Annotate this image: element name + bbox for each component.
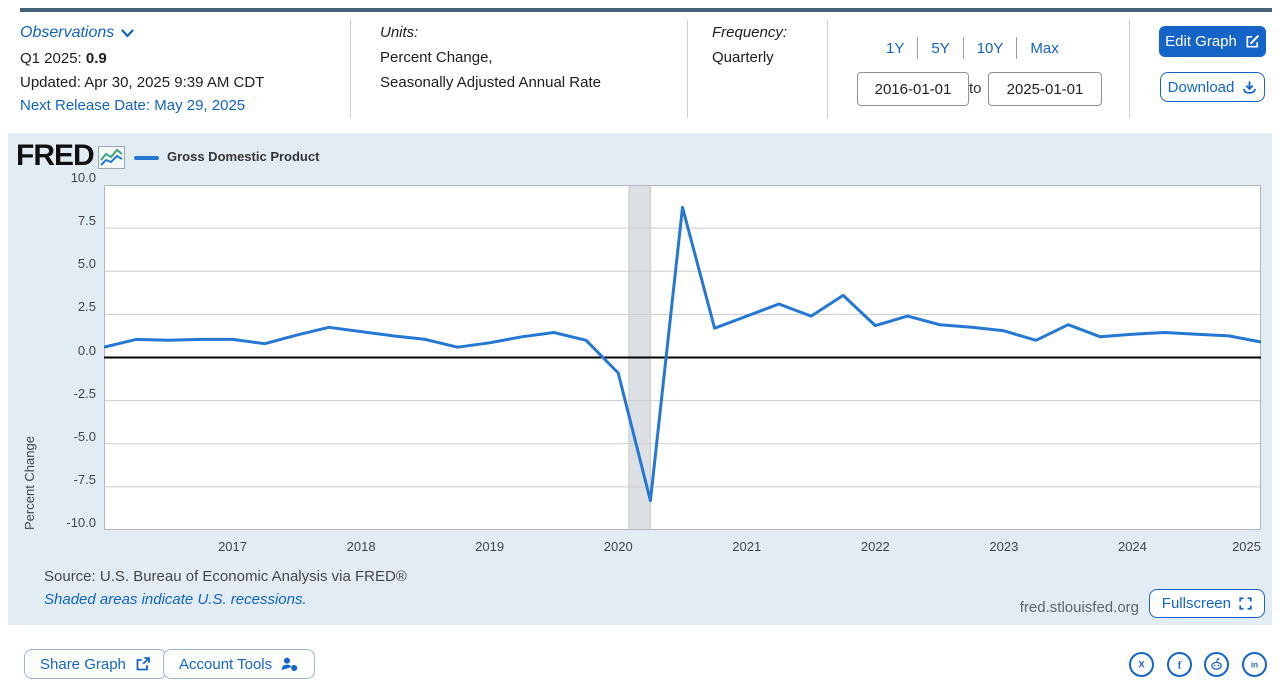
site-watermark: fred.stlouisfed.org: [1019, 599, 1139, 616]
plot-svg[interactable]: [104, 185, 1261, 530]
header-divider: [1129, 20, 1130, 118]
linkedin-icon[interactable]: in: [1242, 652, 1267, 677]
recession-note-link[interactable]: Shaded areas indicate U.S. recessions.: [44, 591, 307, 608]
x-tick-label: 2017: [218, 539, 247, 554]
range-max[interactable]: Max: [1030, 39, 1059, 57]
range-separator: [917, 37, 919, 59]
y-tick-label: -10.0: [66, 515, 96, 530]
download-icon: [1242, 80, 1257, 95]
y-tick-label: 10.0: [70, 170, 96, 185]
range-separator: [962, 37, 964, 59]
x-tick-label: 2024: [1117, 539, 1147, 554]
y-tick-label: 7.5: [77, 213, 96, 229]
frequency-value: Quarterly: [712, 49, 774, 66]
facebook-icon[interactable]: f: [1167, 652, 1192, 677]
header-divider: [687, 20, 688, 118]
edit-graph-button[interactable]: Edit Graph: [1159, 26, 1266, 57]
observations-dropdown[interactable]: Observations: [20, 24, 134, 42]
x-tick-label: 2018: [346, 539, 376, 554]
edit-graph-label: Edit Graph: [1165, 33, 1237, 50]
reddit-icon[interactable]: [1204, 652, 1229, 677]
fullscreen-label: Fullscreen: [1161, 595, 1231, 612]
header-divider: [827, 20, 828, 118]
account-tools-button[interactable]: Account Tools: [163, 649, 316, 679]
latest-observation-value: 0.9: [85, 50, 107, 67]
range-10y[interactable]: 10Y: [976, 39, 1004, 57]
download-button[interactable]: Download: [1160, 72, 1265, 102]
share-graph-button[interactable]: Share Graph: [24, 649, 167, 679]
x-twitter-icon[interactable]: X: [1129, 652, 1154, 677]
range-5y[interactable]: 5Y: [931, 39, 950, 57]
header-divider: [350, 20, 351, 118]
source-text: Source: U.S. Bureau of Economic Analysis…: [44, 568, 407, 585]
chevron-down-icon: [121, 28, 134, 38]
x-tick-label: 2025: [1232, 539, 1261, 554]
latest-observation: Q1 2025: 0.9: [20, 50, 107, 67]
svg-text:in: in: [1251, 660, 1258, 669]
account-tools-label: Account Tools: [179, 655, 273, 673]
legend-line-sample: [134, 156, 159, 160]
top-accent-line: [20, 8, 1272, 12]
date-to-label: to: [969, 80, 982, 97]
frequency-label: Frequency:: [712, 24, 788, 41]
x-tick-label: 2019: [475, 539, 505, 554]
y-tick-label: -5.0: [73, 428, 96, 444]
download-label: Download: [1167, 78, 1235, 96]
range-selector: 1Y 5Y 10Y Max: [886, 36, 1059, 60]
edit-icon: [1245, 34, 1260, 49]
latest-observation-label: Q1 2025:: [20, 50, 82, 67]
y-tick-label: -7.5: [73, 471, 96, 487]
fullscreen-icon: [1239, 597, 1252, 610]
units-line1: Percent Change,: [380, 49, 493, 66]
x-tick-label: 2020: [603, 539, 633, 554]
graph-panel: FRED Gross Domestic Product Percent Chan…: [8, 133, 1272, 625]
fred-logo: FRED: [16, 139, 95, 172]
date-from-input[interactable]: [857, 72, 969, 106]
observations-label: Observations: [20, 24, 115, 41]
share-icon: [135, 656, 151, 672]
range-separator: [1016, 37, 1018, 59]
y-tick-label: 0.0: [77, 342, 96, 358]
x-tick-label: 2022: [860, 539, 890, 554]
svg-text:f: f: [1178, 660, 1182, 671]
svg-text:X: X: [1138, 660, 1145, 670]
x-tick-label: 2023: [989, 539, 1019, 554]
share-graph-label: Share Graph: [40, 655, 126, 673]
y-tick-label: -2.5: [73, 385, 96, 401]
legend-series-label: Gross Domestic Product: [167, 149, 320, 164]
units-line2: Seasonally Adjusted Annual Rate: [380, 74, 601, 91]
x-tick-label: 2021: [732, 539, 762, 554]
fullscreen-button[interactable]: Fullscreen: [1148, 589, 1265, 618]
account-tools-icon: [281, 656, 299, 672]
next-release-link[interactable]: Next Release Date: May 29, 2025: [20, 97, 246, 114]
range-1y[interactable]: 1Y: [886, 39, 905, 57]
y-tick-label: 2.5: [77, 299, 96, 315]
date-to-input[interactable]: [988, 72, 1102, 106]
y-tick-label: 5.0: [77, 256, 96, 272]
fred-sparkline-icon: [98, 146, 125, 174]
updated-text: Updated: Apr 30, 2025 9:39 AM CDT: [20, 74, 265, 91]
units-label: Units:: [380, 24, 419, 41]
